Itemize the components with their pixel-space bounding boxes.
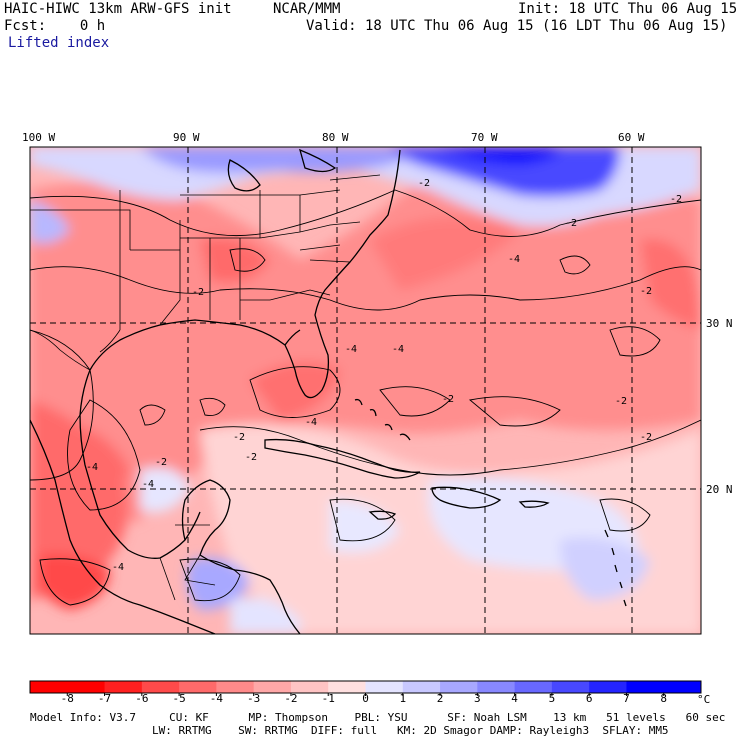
org-label: NCAR/MMM [273,1,341,17]
colorbar-tick-label: 1 [399,692,407,705]
contour-label: -2 [245,452,257,463]
colorbar-segment [626,681,665,693]
lon-label: 100 W [22,131,55,144]
contour-label: -4 [392,344,404,355]
colorbar-tick-label: 5 [548,692,556,705]
contour-label: -2 [640,286,652,297]
colorbar-tick-label: 2 [436,692,444,705]
colorbar-segment [589,681,627,693]
colorbar-tick-label: 8 [660,692,668,705]
state-borders [30,174,381,601]
colorbar-tick-label: 0 [362,692,369,705]
contour-label: -2 [418,178,430,189]
colorbar-segment [477,681,516,693]
contour-label: -4 [305,417,317,428]
colorbar-tick-label: -5 [172,692,186,705]
lon-label: 90 W [173,131,200,144]
contour-label: -2 [565,218,577,229]
model-title: HAIC-HIWC 13km ARW-GFS init [4,1,232,17]
colorbar-frame [29,680,702,694]
valid-time: Valid: 18 UTC Thu 06 Aug 15 (16 LDT Thu … [306,18,728,34]
colorbar-segment [141,681,180,693]
init-time: Init: 18 UTC Thu 06 Aug 15 [518,1,738,17]
lon-label: 80 W [322,131,349,144]
li-fill-field [30,147,701,634]
colorbar-segment [514,681,553,693]
colorbar-tick-label: -6 [135,692,149,705]
contour-label: -4 [508,254,520,265]
colorbar-tick-label: -1 [321,692,335,705]
colorbar-tick-label: 3 [474,692,481,705]
colorbar-segment [440,681,478,693]
colorbar-tick-label: 7 [623,692,630,705]
model-info-line1: Model Info: V3.7 CU: KF MP: Thompson PBL… [30,711,726,724]
colorbar-tick-label: -3 [247,692,261,705]
colorbar-tick-label: -2 [284,692,298,705]
model-info-line2: LW: RRTMG SW: RRTMG DIFF: full KM: 2D Sm… [152,724,669,737]
contour-label: -2 [615,396,627,407]
contour-label: -2 [640,432,652,443]
forecast-hour: Fcst: 0 h [4,18,106,34]
colorbar-unit: °C [697,693,711,706]
lon-label: 60 W [618,131,645,144]
contour-label: -2 [155,457,167,468]
map-frame [29,146,702,635]
contour-label: -2 [192,287,204,298]
lon-label: 70 W [471,131,498,144]
contour-label: -2 [233,432,245,443]
colorbar-segment [30,681,68,693]
colorbar-tick-label: 6 [585,692,593,705]
contour-label: -4 [142,479,154,490]
colorbar-segment [179,681,217,693]
colorbar-segment [402,681,441,693]
colorbar-segment [663,681,702,693]
colorbar-segment [290,681,329,693]
lat-label: 30 N [706,317,733,330]
colorbar-segment [551,681,590,693]
contour-label: -4 [112,562,124,573]
colorbar-segment [104,681,143,693]
lat-lon-grid [30,147,701,634]
contour-label: -4 [86,462,98,473]
contour-label: -2 [442,394,454,405]
colorbar-segment [365,681,404,693]
colorbar-segment [253,681,292,693]
colorbar-tick-label: 4 [511,692,518,705]
lat-label: 20 N [706,483,733,496]
colorbar-segment [328,681,366,693]
field-name: Lifted index [8,35,110,51]
colorbar-tick-label: -7 [97,692,112,705]
colorbar-segment [67,681,106,693]
colorbar-segment [216,681,255,693]
contour-lines [30,189,701,606]
colorbar-tick-label: -4 [209,692,223,705]
contour-label: -2 [670,194,682,205]
colorbar-tick-label: -8 [60,692,74,705]
contour-label: -4 [345,344,357,355]
